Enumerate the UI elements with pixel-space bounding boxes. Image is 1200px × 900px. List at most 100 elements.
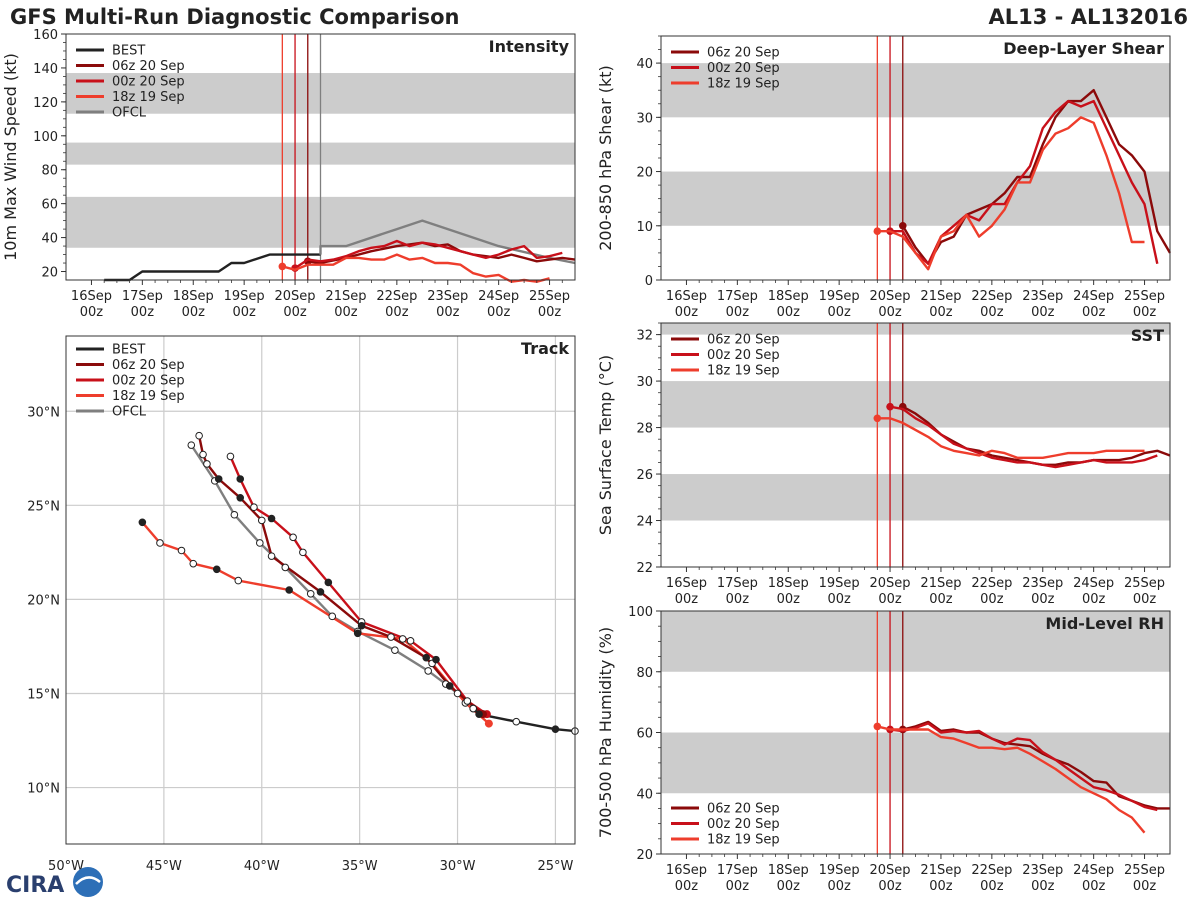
lon-tick-label: 45°W [146, 859, 182, 874]
track-start-18z-19-sep [484, 719, 493, 728]
x-tick-hour: 00z [827, 305, 851, 320]
x-tick-hour: 00z [980, 592, 1004, 607]
x-tick-hour: 00z [131, 305, 155, 320]
x-tick-hour: 00z [385, 305, 409, 320]
init-point-18z-19-sep [873, 414, 882, 423]
y-tick-label: 10 [636, 220, 653, 235]
x-tick-hour: 00z [777, 592, 801, 607]
y-tick-label: 80 [41, 164, 58, 179]
x-tick-day: 25Sep [1124, 863, 1165, 878]
figure-title: GFS Multi-Run Diagnostic Comparison [10, 5, 459, 29]
track-point-18z-19-sep [156, 539, 164, 547]
x-tick-day: 20Sep [870, 289, 911, 304]
init-point-18z-19-sep [873, 722, 882, 731]
legend-entry-rh-00z-20-sep: 00z 20 Sep [671, 817, 780, 832]
x-tick-hour: 00z [675, 305, 699, 320]
track-point-ofcl [281, 563, 290, 572]
legend-label: 00z 20 Sep [707, 348, 780, 363]
x-tick-day: 20Sep [870, 863, 911, 878]
track-point-ofcl [306, 589, 315, 598]
x-tick-hour: 00z [1082, 879, 1106, 894]
track-point-06z-20-sep [422, 653, 431, 662]
x-tick-hour: 00z [1133, 592, 1157, 607]
legend-label: BEST [112, 343, 145, 358]
legend-entry-sst-06z-20-sep: 06z 20 Sep [671, 333, 780, 348]
x-tick-hour: 00z [980, 879, 1004, 894]
x-tick-day: 25Sep [529, 289, 570, 304]
band-0 [661, 474, 1170, 521]
x-tick-day: 23Sep [427, 289, 468, 304]
x-tick-hour: 00z [487, 305, 511, 320]
legend-label: 00z 20 Sep [707, 817, 780, 832]
y-tick-label: 24 [636, 515, 653, 530]
track-point-18z-19-sep [353, 629, 362, 638]
series-line-18z-19-sep [281, 253, 550, 283]
x-tick-day: 23Sep [1022, 863, 1063, 878]
x-tick-hour: 00z [726, 305, 750, 320]
track-point-ofcl [391, 646, 399, 655]
rh-panel: 2040608010016Sep00z17Sep00z18Sep00z19Sep… [596, 605, 1171, 894]
band-1 [661, 381, 1170, 428]
legend-entry-track-06z-20-sep: 06z 20 Sep [76, 358, 185, 373]
sst-panel: 22242628303216Sep00z17Sep00z18Sep00z19Se… [596, 322, 1171, 607]
x-tick-hour: 00z [777, 305, 801, 320]
track-line-00z-20-sep [229, 455, 488, 716]
track-point-06z-20-sep [316, 588, 325, 596]
panel-title: Intensity [489, 37, 570, 56]
x-tick-day: 17Sep [122, 289, 163, 304]
y-tick-label: 28 [636, 422, 653, 437]
x-tick-hour: 00z [1082, 305, 1106, 320]
band-1 [661, 611, 1170, 672]
x-tick-hour: 00z [980, 305, 1004, 320]
x-tick-day: 24Sep [1073, 289, 1114, 304]
x-tick-day: 21Sep [920, 576, 961, 591]
x-tick-hour: 00z [538, 305, 562, 320]
legend-label: OFCL [112, 106, 147, 121]
y-tick-label: 22 [636, 561, 653, 576]
track-point-06z-20-sep [199, 450, 207, 459]
legend-label: 06z 20 Sep [707, 802, 780, 817]
track-point-06z-20-sep [387, 633, 395, 641]
legend-entry-track-ofcl: OFCL [76, 405, 147, 420]
legend-label: 00z 20 Sep [112, 374, 185, 389]
panel-title: Mid-Level RH [1045, 614, 1164, 633]
x-tick-day: 24Sep [1073, 576, 1114, 591]
track-point-best [475, 710, 483, 718]
y-tick-label: 26 [636, 468, 653, 483]
series-line-06z-20-sep [901, 88, 1172, 265]
y-tick-label: 40 [636, 57, 653, 72]
track-point-00z-20-sep [463, 697, 472, 705]
x-tick-hour: 00z [827, 592, 851, 607]
track-point-18z-19-sep [138, 518, 147, 527]
x-tick-day: 21Sep [325, 289, 366, 304]
x-tick-hour: 00z [1031, 592, 1055, 607]
legend-label: OFCL [112, 405, 147, 420]
legend-label: 18z 19 Sep [112, 90, 185, 105]
x-tick-day: 24Sep [478, 289, 519, 304]
track-point-00z-20-sep [267, 514, 276, 523]
legend-entry-track-00z-20-sep: 00z 20 Sep [76, 374, 185, 389]
legend-label: 18z 19 Sep [112, 389, 185, 404]
x-tick-hour: 00z [334, 305, 358, 320]
y-tick-label: 20 [41, 266, 58, 281]
x-tick-day: 18Sep [173, 289, 214, 304]
legend-entry-intensity-18z-19-sep: 18z 19 Sep [76, 90, 185, 105]
x-tick-hour: 00z [232, 305, 256, 320]
track-point-18z-19-sep [189, 559, 198, 568]
y-tick-label: 20 [636, 848, 653, 863]
lat-tick-label: 20°N [27, 593, 60, 608]
track-point-18z-19-sep [177, 546, 186, 555]
track-point-ofcl [230, 510, 239, 519]
track-point-18z-19-sep [398, 635, 407, 643]
track-point-06z-20-sep [236, 494, 245, 502]
logo-swirl [75, 876, 101, 885]
shear-panel: 01020304016Sep00z17Sep00z18Sep00z19Sep00… [596, 35, 1172, 320]
y-tick-label: 60 [636, 727, 653, 742]
x-tick-hour: 00z [1133, 305, 1157, 320]
legend-entry-intensity-ofcl: OFCL [76, 106, 147, 121]
x-tick-day: 20Sep [870, 576, 911, 591]
legend-entry-shear-18z-19-sep: 18z 19 Sep [671, 77, 780, 92]
y-tick-label: 140 [33, 62, 58, 77]
lon-tick-label: 40°W [244, 859, 280, 874]
track-point-best [469, 704, 478, 713]
